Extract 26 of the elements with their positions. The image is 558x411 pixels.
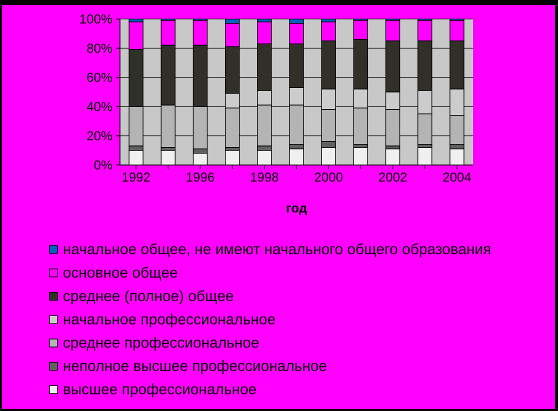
y-tick-label: 80%: [87, 44, 112, 53]
legend-label: начальное профессиональное: [64, 314, 275, 328]
x-tick-label: 2002: [379, 172, 407, 182]
x-tick-label: 1998: [250, 172, 278, 182]
y-tick-label: 0%: [94, 160, 112, 170]
y-tick-label: 100%: [80, 14, 112, 24]
legend-label: начальное общее, не имеют начального общего образования: [64, 243, 490, 258]
bar: [418, 147, 432, 165]
bar: [193, 153, 208, 165]
x-axis-title: год: [286, 206, 307, 216]
x-tick-label: 2000: [314, 172, 342, 182]
legend-label: неполное высшее профессиональное: [64, 360, 326, 374]
legend-label: высшее профессиональное: [64, 383, 256, 398]
x-tick-label: 1992: [122, 172, 150, 182]
bar: [386, 148, 400, 165]
x-tick-label: 1996: [186, 172, 214, 182]
x-tick-label: 2004: [443, 172, 471, 182]
bar: [161, 150, 176, 165]
bar: [354, 147, 368, 165]
y-tick-label: 20%: [87, 131, 112, 140]
y-tick-label: 40%: [86, 102, 112, 112]
legend-label: среднее профессиональное: [64, 336, 259, 351]
legend-label: основное общее: [64, 266, 178, 281]
y-tick-label: 60%: [87, 72, 112, 82]
legend-label: среднее (полное) общее: [64, 290, 234, 304]
bar: [225, 150, 240, 165]
